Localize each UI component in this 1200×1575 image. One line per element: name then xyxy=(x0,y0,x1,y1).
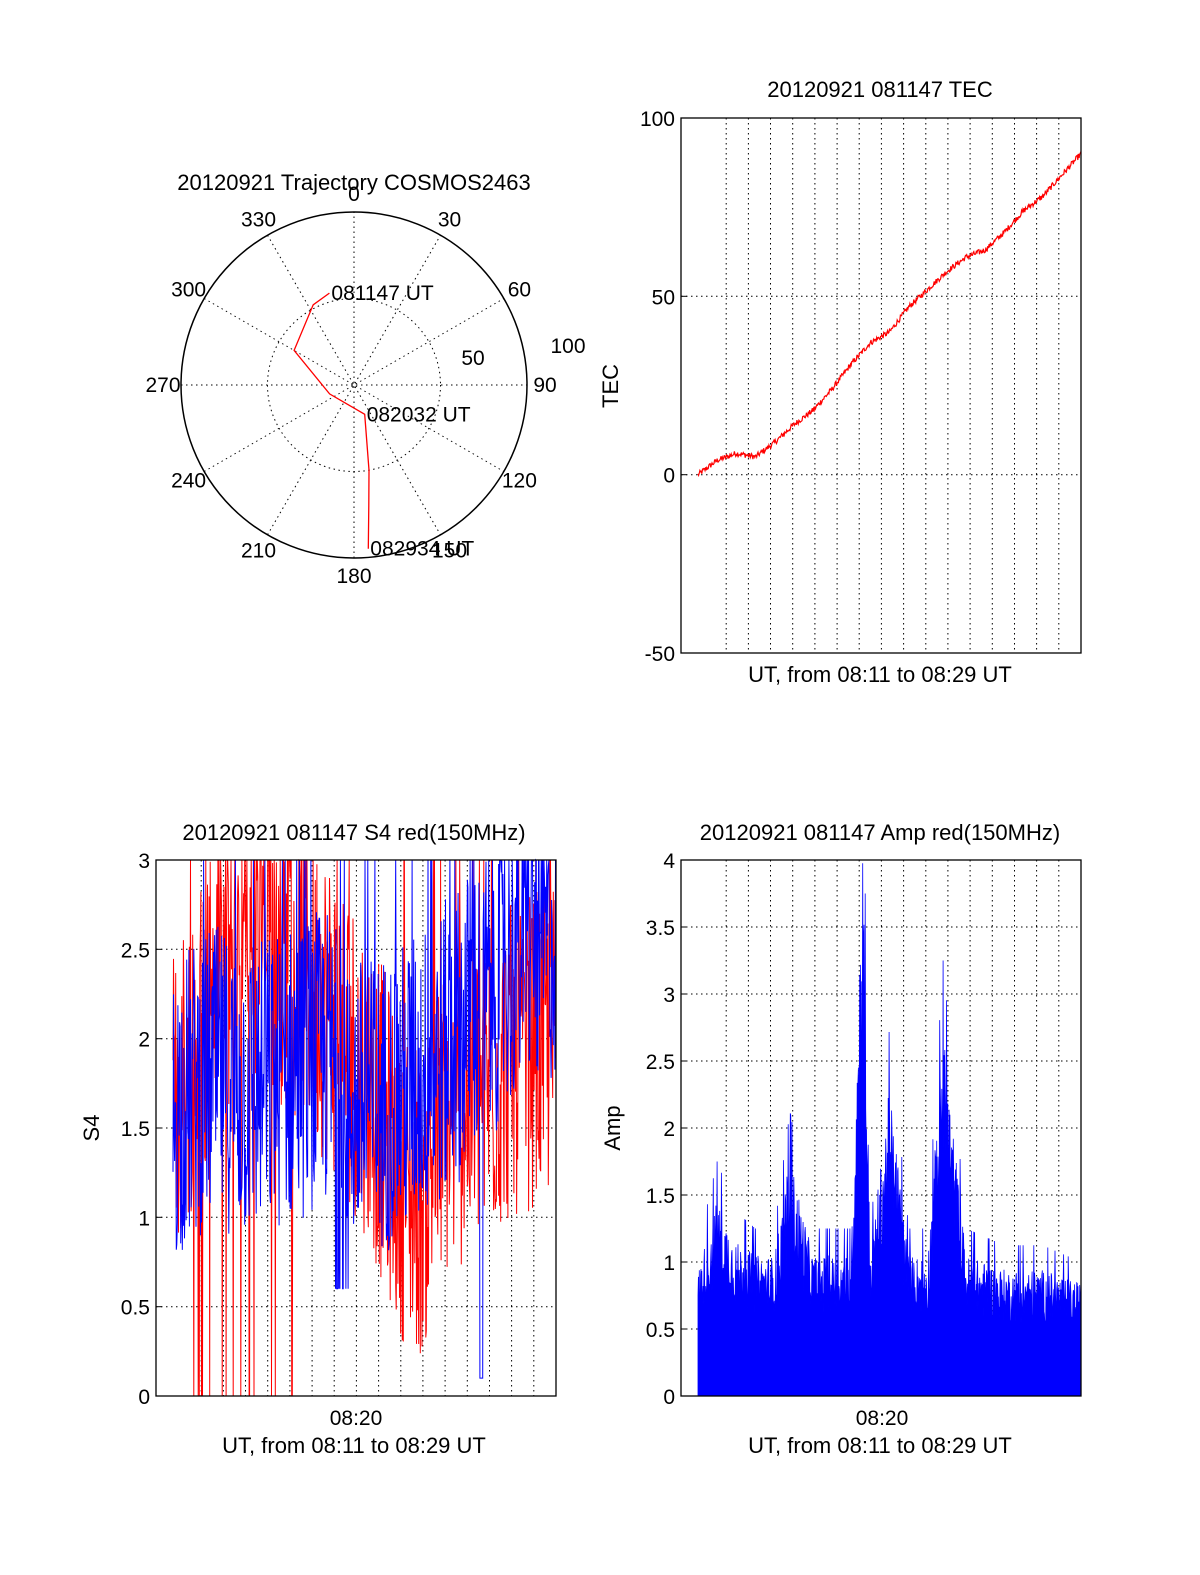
y-tick-label: 0 xyxy=(663,465,675,488)
polar-spoke xyxy=(203,298,505,472)
polar-angle-label: 240 xyxy=(171,470,206,493)
amp-series-fill xyxy=(697,863,1082,1397)
polar-angle-labels: 0 30 60 90 120 150 180 210 240 270 300 330 xyxy=(145,183,556,588)
s4-x-axis-label: UT, from 08:11 to 08:29 UT xyxy=(222,1433,486,1458)
polar-point-label: 082934 UT xyxy=(370,538,474,561)
s4-chart: 20120921 081147 S4 red(150MHz) 3 2.5 2 1.5 1… xyxy=(79,820,557,1458)
polar-spoke xyxy=(267,234,441,536)
y-tick-label: -50 xyxy=(645,643,675,666)
polar-angle-label: 150 xyxy=(432,539,467,562)
amp-chart-title: 20120921 081147 Amp red(150MHz) xyxy=(700,820,1060,845)
y-tick-label: 1.5 xyxy=(646,1185,675,1208)
polar-spoke xyxy=(267,234,441,536)
s4-y-axis-label: S4 xyxy=(79,1115,104,1142)
polar-angle-label: 30 xyxy=(438,209,461,232)
polar-angle-label: 180 xyxy=(336,565,371,588)
amp-chart: 20120921 081147 Amp red(150MHz) 4 3.5 3 2.5… xyxy=(600,820,1082,1458)
y-tick-label: 1.5 xyxy=(121,1118,150,1141)
amp-y-axis-label: Amp xyxy=(600,1105,625,1150)
y-tick-label: 3 xyxy=(663,984,675,1007)
polar-angle-label: 0 xyxy=(348,183,360,206)
y-tick-label: 100 xyxy=(640,108,675,131)
polar-angle-label: 60 xyxy=(508,279,531,302)
y-tick-label: 0.5 xyxy=(121,1297,150,1320)
polar-chart-title: 20120921 Trajectory COSMOS2463 xyxy=(177,170,530,195)
y-tick-label: 2.5 xyxy=(646,1051,675,1074)
y-tick-label: 2 xyxy=(663,1118,675,1141)
y-tick-label: 2 xyxy=(138,1029,150,1052)
amp-y-tick-labels: 4 3.5 3 2.5 2 1.5 1 0.5 0 xyxy=(646,850,687,1409)
tec-series xyxy=(697,151,1082,478)
polar-point-label: 082032 UT xyxy=(367,403,471,426)
y-tick-label: 2.5 xyxy=(121,939,150,962)
y-tick-label: 1 xyxy=(138,1207,150,1230)
polar-angle-label: 120 xyxy=(502,470,537,493)
polar-point-labels: 081147 UT 082032 UT 082934 UT xyxy=(331,282,474,561)
tec-line xyxy=(697,151,1082,478)
polar-trajectory-series xyxy=(293,292,370,549)
polar-radius-label: 100 xyxy=(550,335,585,358)
polar-inner-circle xyxy=(267,298,441,472)
y-tick-label: 1 xyxy=(663,1252,675,1275)
polar-trajectory-chart: 20120921 Trajectory COSMOS2463 0 30 60 90 12… xyxy=(145,170,585,588)
polar-point-label: 081147 UT xyxy=(331,282,434,305)
y-tick-label: 3.5 xyxy=(646,917,675,940)
tec-chart-title: 20120921 081147 TEC xyxy=(767,77,993,102)
polar-angle-label: 300 xyxy=(171,279,206,302)
s4-y-tick-labels: 3 2.5 2 1.5 1 0.5 0 xyxy=(121,850,162,1409)
polar-radius-labels: 50 100 xyxy=(461,335,585,370)
tec-grid xyxy=(681,118,1081,653)
s4-chart-title: 20120921 081147 S4 red(150MHz) xyxy=(182,820,525,845)
y-tick-label: 50 xyxy=(652,286,675,309)
polar-angle-label: 90 xyxy=(533,374,556,397)
amp-plot-frame xyxy=(680,859,1082,1397)
amp-series xyxy=(697,863,1082,1397)
polar-spoke xyxy=(203,298,505,472)
tec-plot-frame xyxy=(680,117,1082,654)
y-tick-label: 0 xyxy=(663,1386,675,1409)
s4-plot-frame xyxy=(155,859,557,1397)
polar-angle-label: 270 xyxy=(145,374,180,397)
tec-y-axis-label: TEC xyxy=(598,364,623,408)
y-tick-label: 4 xyxy=(663,850,675,873)
amp-x-axis-label: UT, from 08:11 to 08:29 UT xyxy=(748,1433,1012,1458)
amp-x-tick-label: 08:20 xyxy=(856,1407,909,1430)
polar-angle-label: 210 xyxy=(241,539,276,562)
polar-angle-label: 330 xyxy=(241,209,276,232)
tec-x-axis-label: UT, from 08:11 to 08:29 UT xyxy=(748,662,1012,687)
y-tick-label: 0.5 xyxy=(646,1319,675,1342)
s4-blue-line xyxy=(172,858,557,1379)
y-tick-label: 3 xyxy=(138,850,150,873)
tec-y-tick-labels: 100 50 0 -50 xyxy=(640,108,687,666)
s4-x-tick-label: 08:20 xyxy=(330,1407,383,1430)
polar-trajectory-line xyxy=(293,292,370,549)
polar-outer-circle xyxy=(180,211,528,559)
polar-radius-label: 50 xyxy=(461,347,484,370)
s4-series xyxy=(172,858,557,1397)
tec-chart: 20120921 081147 TEC 100 50 0 -50 TEC UT, fr… xyxy=(598,77,1082,687)
y-tick-label: 0 xyxy=(138,1386,150,1409)
polar-grid xyxy=(180,211,528,559)
